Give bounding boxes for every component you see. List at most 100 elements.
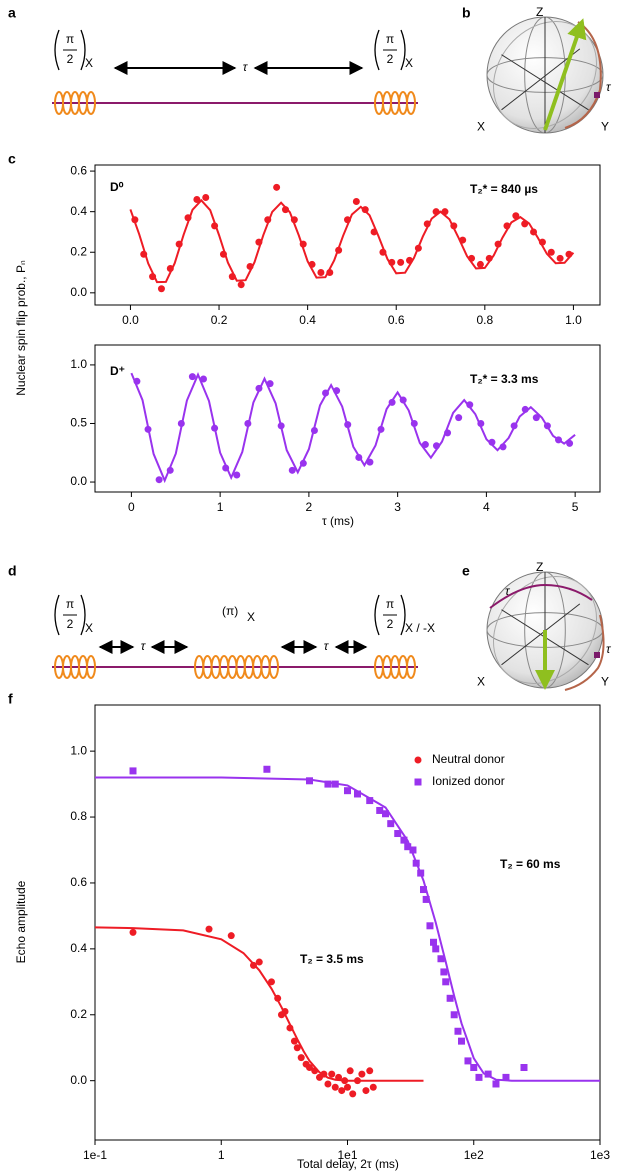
panel-label: c — [8, 151, 16, 167]
y-tick-label: 0.6 — [70, 163, 87, 177]
data-point — [188, 373, 196, 381]
data-point — [193, 195, 201, 203]
pulse-numerator: π — [386, 32, 394, 46]
delay-label: τ — [243, 60, 249, 74]
axis-z: Z — [536, 560, 543, 574]
data-point — [293, 1044, 301, 1052]
axis-z: Z — [536, 5, 543, 19]
pulse-coil — [406, 655, 416, 679]
data-point — [420, 886, 428, 894]
pulse-coil — [268, 655, 280, 679]
annotation: T₂* = 3.3 ms — [470, 372, 539, 386]
data-point — [358, 1070, 366, 1078]
data-point — [440, 968, 448, 976]
pulse-numerator: π — [66, 32, 74, 46]
pulse-coil — [86, 91, 96, 115]
y-tick-label: 0.0 — [70, 285, 87, 299]
data-point — [426, 922, 434, 930]
legend-label: Ionized donor — [432, 774, 505, 788]
data-point — [317, 269, 325, 277]
data-point — [437, 955, 445, 963]
data-point — [227, 932, 235, 940]
annotation: D⁺ — [110, 364, 125, 378]
state-marker — [594, 92, 600, 98]
x-tick-label: 1.0 — [565, 313, 582, 327]
data-point — [366, 1067, 374, 1075]
data-point — [346, 1067, 354, 1075]
data-point — [492, 1080, 500, 1088]
annotation: D⁰ — [110, 180, 124, 194]
y-tick-label: 0.4 — [70, 941, 87, 955]
plot-frame — [94, 704, 601, 1141]
data-point — [422, 895, 430, 903]
x-tick-label: 1e-1 — [83, 1148, 107, 1162]
pulse-subscript: X — [85, 621, 93, 635]
data-point — [421, 441, 429, 449]
data-point — [263, 765, 271, 773]
data-point — [328, 1070, 336, 1078]
x-tick-label: 1 — [217, 500, 224, 514]
axis-y: Y — [601, 674, 609, 688]
data-point — [464, 1057, 472, 1065]
pulse-subscript: X — [247, 610, 255, 624]
fit-line — [94, 926, 424, 1082]
state-marker — [594, 652, 600, 658]
data-point — [233, 471, 241, 479]
data-point — [324, 1080, 332, 1088]
precession-arc — [564, 21, 602, 129]
data-point — [290, 1037, 298, 1045]
delay-label: τ — [141, 639, 147, 653]
data-point — [532, 414, 540, 422]
panel-label: a — [8, 5, 16, 21]
panel-label: f — [8, 691, 13, 707]
y-tick-label: 0.2 — [70, 1007, 87, 1021]
x-tick-label: 0.4 — [299, 313, 316, 327]
x-tick-label: 1e1 — [337, 1148, 357, 1162]
data-point — [305, 1064, 313, 1071]
data-point — [324, 780, 332, 788]
pulse-label: (π) — [222, 604, 238, 618]
x-tick-label: 0.0 — [122, 313, 139, 327]
y-axis-title: Nuclear spin flip prob., Pₙ — [14, 260, 28, 396]
data-point — [338, 1087, 346, 1095]
data-point — [547, 248, 555, 256]
data-point — [476, 260, 484, 268]
y-tick-label: 0.6 — [70, 875, 87, 889]
legend-marker — [414, 756, 422, 764]
data-point — [400, 836, 408, 844]
data-point — [430, 938, 438, 946]
annotation: T₂* = 840 µs — [470, 182, 538, 196]
x-axis-title: Total delay, 2τ (ms) — [297, 1157, 399, 1171]
paren — [80, 29, 86, 71]
data-point — [344, 787, 351, 795]
data-point — [376, 806, 384, 814]
y-tick-label: 1.0 — [70, 743, 87, 757]
plot-frame — [94, 344, 601, 493]
panel-label: d — [8, 563, 17, 579]
data-point — [267, 978, 275, 986]
data-point — [155, 476, 163, 484]
data-point — [520, 1064, 528, 1071]
paren — [54, 594, 60, 636]
panel-label: e — [462, 563, 470, 579]
data-point — [352, 198, 360, 206]
data-point — [455, 414, 463, 422]
data-point — [353, 790, 361, 798]
x-tick-label: 0.2 — [211, 313, 228, 327]
y-tick-label: 0.0 — [70, 474, 87, 488]
data-point — [369, 1083, 377, 1091]
fit-line — [129, 198, 575, 284]
annotation: T₂ = 60 ms — [500, 857, 561, 871]
paren — [400, 594, 406, 636]
data-point — [288, 466, 296, 474]
pulse-subscript: X — [85, 56, 93, 70]
data-point — [157, 285, 165, 293]
x-tick-label: 0 — [128, 500, 135, 514]
data-point — [366, 797, 374, 805]
data-point — [512, 212, 520, 220]
paren — [374, 594, 380, 636]
fit-line — [130, 372, 576, 484]
x-tick-label: 3 — [394, 500, 401, 514]
pulse-subscript: X — [405, 56, 413, 70]
